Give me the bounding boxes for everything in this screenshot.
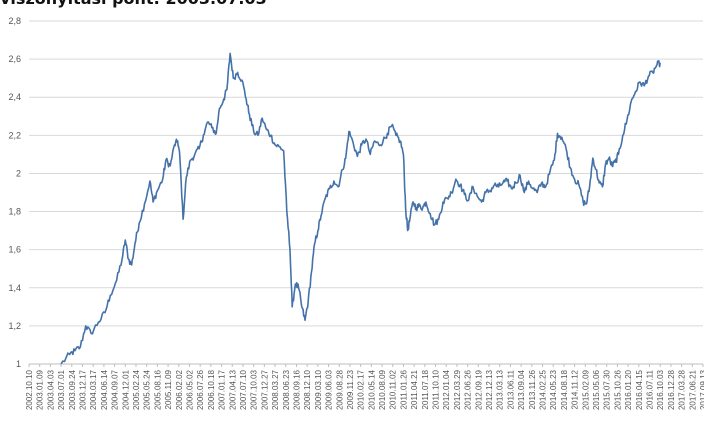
x-tick-label: 2010.08.09 bbox=[378, 369, 387, 410]
y-tick-label: 2,4 bbox=[8, 92, 21, 102]
x-tick-label: 2005.08.16 bbox=[153, 369, 162, 410]
y-tick-label: 2,2 bbox=[8, 130, 21, 140]
x-tick-label: 2004.12.01 bbox=[121, 369, 130, 410]
x-axis-ticks: 2002.10.10 2003.01.09 2003.04.03 2003.07.01… bbox=[25, 364, 704, 410]
y-tick-label: 2,6 bbox=[8, 54, 21, 64]
x-tick-label: 2003.01.09 bbox=[36, 369, 45, 410]
x-tick-label: 2006.10.18 bbox=[207, 369, 216, 410]
x-tick-label: 2005.05.24 bbox=[143, 369, 152, 410]
x-tick-label: 2007.04.13 bbox=[228, 369, 237, 410]
x-tick-label: 2017.09.13 bbox=[699, 369, 704, 410]
x-tick-label: 2008.12.10 bbox=[303, 369, 312, 410]
x-tick-label: 2011.01.26 bbox=[399, 369, 408, 409]
x-tick-label: 2009.06.03 bbox=[325, 369, 334, 410]
x-tick-label: 2016.04.15 bbox=[635, 369, 644, 410]
x-tick-label: 2016.01.20 bbox=[624, 369, 633, 410]
x-tick-label: 2013.06.11 bbox=[506, 369, 515, 409]
x-tick-label: 2007.01.17 bbox=[218, 369, 227, 410]
x-tick-label: 2009.11.23 bbox=[346, 369, 355, 409]
x-tick-label: 2004.03.17 bbox=[89, 369, 98, 410]
x-tick-label: 2017.03.28 bbox=[678, 369, 687, 410]
x-tick-label: 2003.09.24 bbox=[68, 369, 77, 410]
y-axis-ticks: 1 1,2 1,4 1,6 1,8 2 2,2 2,4 2,6 2,8 bbox=[8, 16, 21, 369]
x-tick-label: 2015.10.26 bbox=[613, 369, 622, 410]
x-tick-label: 2009.08.28 bbox=[335, 369, 344, 410]
x-tick-label: 2002.10.10 bbox=[25, 369, 34, 410]
x-tick-label: 2015.07.30 bbox=[603, 369, 612, 410]
x-tick-label: 2004.06.14 bbox=[100, 369, 109, 410]
y-tick-label: 1 bbox=[16, 359, 21, 369]
x-tick-label: 2013.03.13 bbox=[496, 369, 505, 410]
y-tick-label: 1,8 bbox=[8, 207, 21, 217]
x-tick-label: 2006.07.26 bbox=[196, 369, 205, 410]
y-tick-label: 2,8 bbox=[8, 16, 21, 26]
x-tick-label: 2003.12.17 bbox=[78, 369, 87, 410]
x-tick-label: 2006.05.02 bbox=[185, 369, 194, 410]
x-tick-label: 2005.11.09 bbox=[164, 369, 173, 409]
y-tick-label: 1,2 bbox=[8, 321, 21, 331]
x-tick-label: 2011.04.21 bbox=[410, 369, 419, 409]
x-tick-label: 2005.02.24 bbox=[132, 369, 141, 410]
x-tick-label: 2012.12.13 bbox=[485, 369, 494, 410]
x-tick-label: 2014.05.23 bbox=[549, 369, 558, 410]
x-tick-label: 2014.08.18 bbox=[560, 369, 569, 410]
x-tick-label: 2012.06.26 bbox=[464, 369, 473, 410]
x-tick-label: 2013.09.04 bbox=[517, 369, 526, 410]
series-layer bbox=[60, 52, 661, 365]
x-tick-label: 2015.02.09 bbox=[581, 369, 590, 410]
x-tick-label: 2008.06.23 bbox=[282, 369, 291, 410]
y-tick-label: 2 bbox=[16, 168, 21, 178]
x-tick-label: 2007.12.27 bbox=[260, 369, 269, 410]
x-tick-label: 2016.12.28 bbox=[667, 369, 676, 410]
x-tick-label: 2015.05.06 bbox=[592, 369, 601, 410]
series-line bbox=[60, 52, 661, 365]
x-tick-label: 2012.09.19 bbox=[474, 369, 483, 410]
chart-title: viszonyítási pont: 2003.07.03 bbox=[0, 0, 267, 8]
x-tick-label: 2006.02.02 bbox=[175, 369, 184, 410]
x-tick-label: 2008.09.16 bbox=[292, 369, 301, 410]
x-tick-label: 2010.11.02 bbox=[389, 369, 398, 409]
x-tick-label: 2007.07.10 bbox=[239, 369, 248, 410]
x-tick-label: 2009.03.10 bbox=[314, 369, 323, 410]
x-tick-label: 2017.06.21 bbox=[688, 369, 697, 410]
x-tick-label: 2003.07.01 bbox=[57, 369, 66, 410]
x-tick-label: 2008.03.27 bbox=[271, 369, 280, 410]
x-tick-label: 2016.10.03 bbox=[656, 369, 665, 410]
x-tick-label: 2014.02.25 bbox=[539, 369, 548, 410]
x-tick-label: 2014.11.12 bbox=[571, 369, 580, 409]
y-tick-label: 1,4 bbox=[8, 283, 21, 293]
x-tick-label: 2011.07.18 bbox=[421, 369, 430, 409]
x-tick-label: 2011.10.10 bbox=[432, 369, 441, 409]
x-tick-label: 2010.02.17 bbox=[357, 369, 366, 410]
x-tick-label: 2013.11.26 bbox=[528, 369, 537, 409]
x-tick-label: 2010.05.14 bbox=[367, 369, 376, 410]
x-tick-label: 2012.03.29 bbox=[453, 369, 462, 410]
x-tick-label: 2003.04.03 bbox=[46, 369, 55, 410]
x-tick-label: 2004.09.07 bbox=[111, 369, 120, 410]
y-tick-label: 1,6 bbox=[8, 245, 21, 255]
gridlines bbox=[29, 20, 703, 365]
x-tick-label: 2016.07.11 bbox=[646, 369, 655, 409]
x-tick-label: 2012.01.04 bbox=[442, 369, 451, 410]
x-tick-label: 2007.10.03 bbox=[250, 369, 259, 410]
